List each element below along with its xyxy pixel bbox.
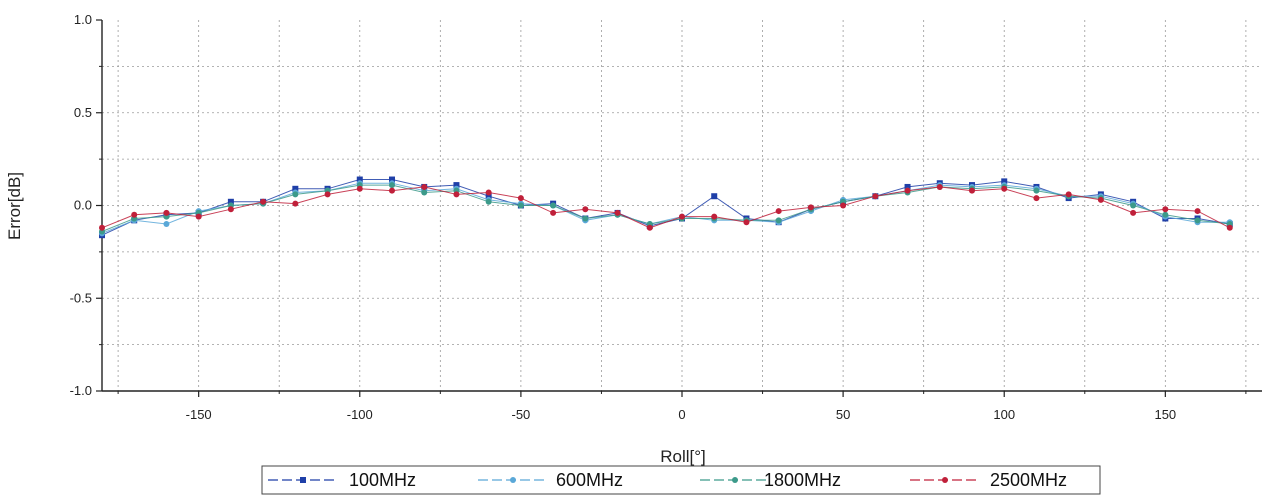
data-point (1194, 217, 1201, 224)
series-line (101, 182, 1230, 234)
data-point (227, 198, 234, 205)
legend-item: 2500MHz (910, 470, 1067, 490)
data-point (292, 185, 299, 192)
data-point (292, 191, 299, 198)
data-point (485, 193, 492, 200)
data-point (614, 209, 621, 216)
data-point (1065, 191, 1072, 198)
data-point (711, 213, 718, 220)
data-point (807, 204, 814, 211)
data-point (163, 221, 170, 228)
data-point (1097, 196, 1104, 203)
data-point (485, 189, 492, 196)
series-2500MHz (99, 183, 1233, 231)
x-tick-label: -100 (347, 407, 373, 422)
legend-marker (510, 477, 516, 483)
data-point (550, 209, 557, 216)
data-point (840, 202, 847, 209)
data-point (131, 211, 138, 218)
data-point (163, 209, 170, 216)
legend-item: 100MHz (268, 470, 416, 490)
data-point (904, 187, 911, 194)
series-line (101, 184, 1230, 232)
data-point (969, 187, 975, 194)
data-point (775, 217, 782, 224)
data-point (1001, 178, 1008, 185)
data-point (646, 224, 653, 231)
tick-labels: -150 -100 -50 0 50 100 150 -1.0 -0.5 0.0 0.5 1.0 (70, 12, 1177, 422)
y-tick-label: 1.0 (74, 12, 92, 27)
legend-label: 1800MHz (764, 470, 841, 490)
data-point (453, 182, 460, 189)
data-point (292, 200, 299, 207)
data-point (1162, 206, 1169, 213)
data-point (99, 224, 105, 231)
y-tick-label: -1.0 (70, 383, 92, 398)
data-point (1162, 211, 1169, 218)
x-tick-label: 50 (836, 407, 850, 422)
data-point (1194, 208, 1201, 215)
data-point (1130, 202, 1137, 209)
data-point (582, 206, 589, 213)
series-layer (99, 176, 1233, 239)
y-tick-label: -0.5 (70, 290, 92, 305)
series-100MHz (99, 176, 1233, 239)
data-point (356, 185, 363, 192)
legend-item: 1800MHz (700, 470, 841, 490)
data-point (453, 191, 460, 198)
x-tick-label: 150 (1154, 407, 1176, 422)
grid (102, 20, 1262, 391)
legend-item: 600MHz (478, 470, 623, 490)
legend-label: 2500MHz (990, 470, 1067, 490)
legend: 100MHz 600MHz 1800MHz 2500MHz (261, 465, 1101, 495)
axes (96, 19, 1262, 397)
legend-marker (300, 477, 306, 483)
legend-marker (942, 477, 948, 483)
data-point (711, 193, 718, 200)
x-tick-label: 0 (678, 407, 685, 422)
data-point (389, 182, 395, 189)
x-tick-label: -50 (511, 407, 530, 422)
data-point (227, 206, 234, 213)
data-point (1033, 187, 1040, 194)
data-point (679, 213, 685, 220)
data-point (195, 213, 202, 220)
data-point (582, 215, 589, 222)
x-tick-label: -150 (186, 407, 212, 422)
data-point (389, 176, 395, 183)
data-point (421, 189, 428, 196)
data-point (550, 202, 557, 209)
legend-label: 100MHz (349, 470, 416, 490)
x-axis-title: Roll[°] (660, 447, 706, 466)
y-tick-label: 0.0 (74, 198, 92, 213)
data-point (1226, 224, 1233, 231)
series-line (101, 179, 1230, 236)
x-tick-label: 100 (993, 407, 1015, 422)
data-point (1130, 209, 1137, 216)
data-point (421, 183, 428, 190)
data-point (904, 183, 911, 190)
data-point (1001, 185, 1008, 192)
data-point (485, 198, 492, 205)
data-point (936, 183, 943, 190)
y-tick-label: 0.5 (74, 105, 92, 120)
series-1800MHz (99, 182, 1233, 235)
data-point (872, 193, 879, 200)
data-point (324, 191, 331, 198)
data-point (356, 176, 363, 183)
y-axis-title: Error[dB] (5, 172, 24, 240)
legend-marker (732, 477, 738, 483)
data-point (775, 208, 782, 215)
series-600MHz (99, 180, 1233, 237)
data-point (1033, 195, 1040, 202)
data-point (260, 198, 267, 205)
series-line (101, 186, 1231, 229)
data-point (517, 195, 524, 202)
data-point (517, 202, 524, 209)
data-point (743, 219, 750, 226)
data-point (389, 187, 395, 194)
legend-label: 600MHz (556, 470, 623, 490)
